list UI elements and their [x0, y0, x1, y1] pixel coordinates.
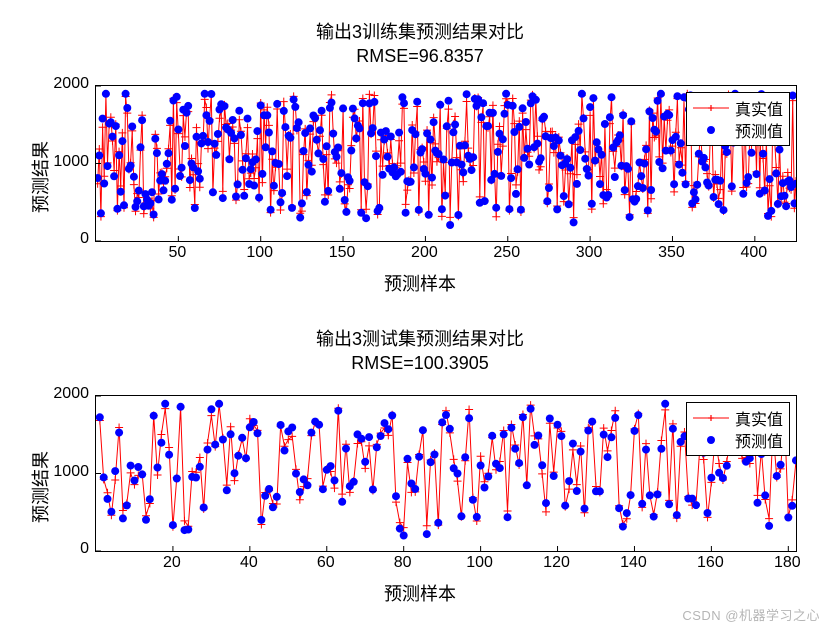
xtick-label: 350	[655, 244, 687, 262]
legend-label-pred: 预测值	[735, 118, 783, 142]
legend-row-true: 真实值	[693, 97, 783, 119]
train-title: 输出3训练集预测结果对比	[0, 18, 840, 44]
xtick-label: 160	[694, 554, 726, 572]
legend-swatch-true	[693, 409, 729, 427]
test-title: 输出3测试集预测结果对比	[0, 325, 840, 351]
xtick-label: 50	[161, 244, 193, 262]
legend-swatch-pred	[693, 121, 729, 139]
ytick-label: 2000	[53, 75, 89, 93]
xtick-label: 400	[738, 244, 770, 262]
figure: 输出3训练集预测结果对比 RMSE=96.8357 预测结果 预测样本 真实值 …	[0, 0, 840, 630]
ytick-label: 2000	[53, 385, 89, 403]
test-legend: 真实值 预测值	[686, 402, 790, 456]
legend-row-pred: 预测值	[693, 429, 783, 451]
xtick-label: 180	[771, 554, 803, 572]
watermark: CSDN @机器学习之心	[682, 605, 820, 624]
xtick-label: 200	[408, 244, 440, 262]
xtick-label: 250	[491, 244, 523, 262]
legend-label-pred: 预测值	[735, 428, 783, 452]
xtick-label: 300	[573, 244, 605, 262]
train-ylabel: 预测结果	[27, 113, 53, 213]
xtick-label: 150	[326, 244, 358, 262]
test-xlabel: 预测样本	[0, 580, 840, 606]
train-subtitle: RMSE=96.8357	[0, 46, 840, 67]
train-legend: 真实值 预测值	[686, 92, 790, 146]
xtick-label: 140	[617, 554, 649, 572]
legend-row-true: 真实值	[693, 407, 783, 429]
xtick-label: 40	[233, 554, 265, 572]
xtick-label: 20	[156, 554, 188, 572]
legend-swatch-true	[693, 99, 729, 117]
legend-label-true: 真实值	[735, 406, 783, 430]
test-ylabel: 预测结果	[27, 423, 53, 523]
legend-swatch-pred	[693, 431, 729, 449]
xtick-label: 60	[310, 554, 342, 572]
test-plot-area: 真实值 预测值	[95, 395, 797, 552]
xtick-label: 120	[541, 554, 573, 572]
ytick-label: 0	[80, 540, 89, 558]
xtick-label: 100	[244, 244, 276, 262]
ytick-label: 0	[80, 230, 89, 248]
xtick-label: 80	[387, 554, 419, 572]
legend-row-pred: 预测值	[693, 119, 783, 141]
train-xlabel: 预测样本	[0, 270, 840, 296]
ytick-label: 1000	[53, 463, 89, 481]
ytick-label: 1000	[53, 153, 89, 171]
legend-label-true: 真实值	[735, 96, 783, 120]
test-subtitle: RMSE=100.3905	[0, 353, 840, 374]
train-plot-area: 真实值 预测值	[95, 85, 797, 242]
xtick-label: 100	[464, 554, 496, 572]
